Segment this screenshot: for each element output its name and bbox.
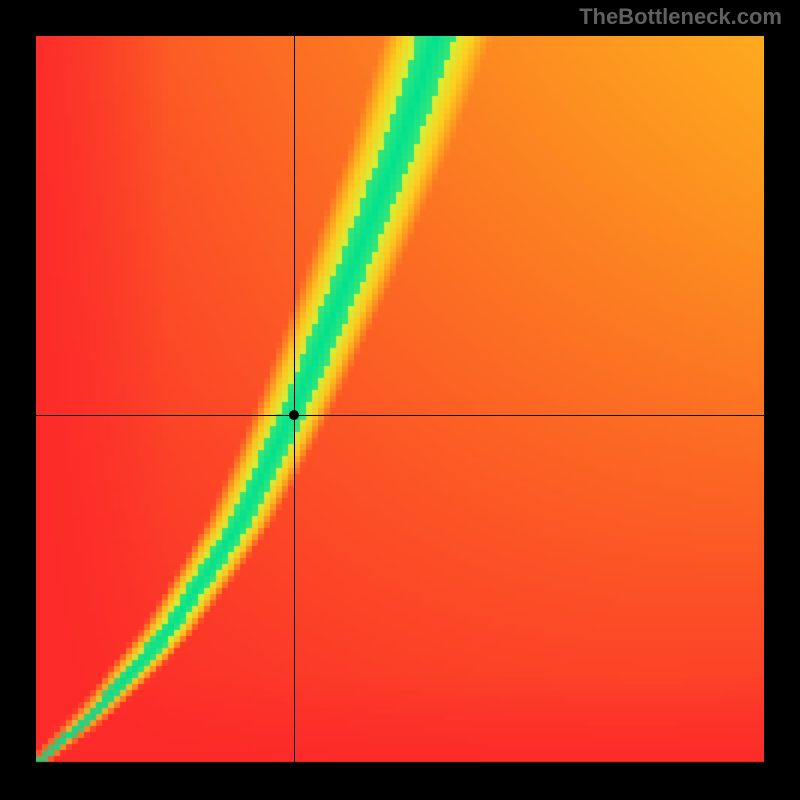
watermark-text: TheBottleneck.com	[579, 4, 782, 30]
chart-container: TheBottleneck.com	[0, 0, 800, 800]
heatmap-canvas	[36, 36, 764, 764]
crosshair-vertical	[294, 36, 295, 764]
plot-area	[36, 36, 764, 764]
crosshair-horizontal	[36, 415, 764, 416]
crosshair-marker	[289, 410, 299, 420]
